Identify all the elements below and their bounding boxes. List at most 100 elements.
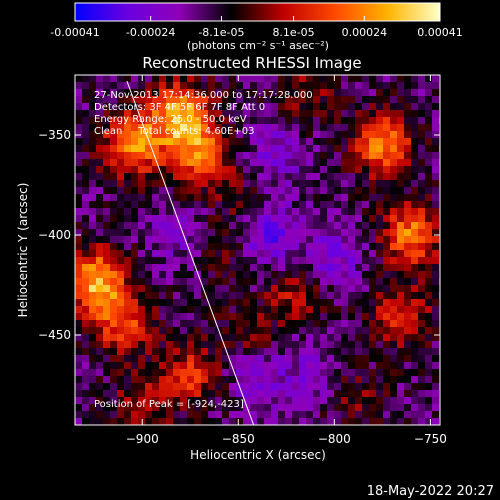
heatmap-cell [404, 103, 411, 110]
heatmap-cell [292, 418, 299, 425]
heatmap-cell [159, 131, 166, 138]
heatmap-cell [201, 82, 208, 89]
heatmap-cell [264, 348, 271, 355]
heatmap-cell [327, 229, 334, 236]
heatmap-cell [222, 110, 229, 117]
heatmap-cell [96, 243, 103, 250]
heatmap-cell [229, 362, 236, 369]
heatmap-cell [208, 411, 215, 418]
heatmap-cell [208, 103, 215, 110]
heatmap-cell [117, 187, 124, 194]
heatmap-cell [425, 103, 432, 110]
heatmap-cell [313, 159, 320, 166]
heatmap-cell [250, 152, 257, 159]
heatmap-cell [320, 341, 327, 348]
heatmap-cell [194, 243, 201, 250]
heatmap-cell [243, 75, 250, 82]
heatmap-cell [145, 110, 152, 117]
heatmap-cell [397, 173, 404, 180]
heatmap-cell [432, 96, 439, 103]
heatmap-cell [166, 278, 173, 285]
heatmap-cell [194, 376, 201, 383]
heatmap-cell [201, 229, 208, 236]
heatmap-cell [390, 152, 397, 159]
heatmap-cell [138, 327, 145, 334]
heatmap-cell [306, 166, 313, 173]
heatmap-cell [425, 341, 432, 348]
heatmap-cell [383, 320, 390, 327]
heatmap-cell [299, 145, 306, 152]
heatmap-cell [334, 152, 341, 159]
heatmap-cell [355, 299, 362, 306]
x-tick-label: −750 [414, 432, 447, 446]
heatmap-cell [271, 236, 278, 243]
heatmap-cell [390, 236, 397, 243]
heatmap-cell [362, 103, 369, 110]
heatmap-cell [166, 306, 173, 313]
heatmap-cell [313, 404, 320, 411]
heatmap-cell [145, 117, 152, 124]
heatmap-cell [152, 355, 159, 362]
heatmap-cell [411, 341, 418, 348]
heatmap-cell [180, 208, 187, 215]
heatmap-cell [432, 180, 439, 187]
heatmap-cell [362, 250, 369, 257]
heatmap-cell [348, 152, 355, 159]
heatmap-cell [285, 397, 292, 404]
heatmap-cell [320, 264, 327, 271]
heatmap-cell [243, 306, 250, 313]
heatmap-cell [124, 390, 131, 397]
heatmap-cell [306, 418, 313, 425]
heatmap-cell [278, 208, 285, 215]
heatmap-cell [355, 75, 362, 82]
heatmap-cell [222, 306, 229, 313]
heatmap-cell [89, 341, 96, 348]
heatmap-cell [362, 138, 369, 145]
heatmap-cell [418, 215, 425, 222]
heatmap-cell [194, 334, 201, 341]
heatmap-cell [222, 229, 229, 236]
heatmap-cell [369, 124, 376, 131]
heatmap-cell [390, 257, 397, 264]
heatmap-cell [250, 187, 257, 194]
heatmap-cell [166, 376, 173, 383]
heatmap-cell [138, 404, 145, 411]
heatmap-cell [138, 285, 145, 292]
heatmap-cell [320, 166, 327, 173]
heatmap-cell [145, 138, 152, 145]
heatmap-cell [229, 194, 236, 201]
heatmap-cell [180, 411, 187, 418]
heatmap-cell [334, 390, 341, 397]
heatmap-cell [173, 355, 180, 362]
heatmap-cell [187, 180, 194, 187]
heatmap-cell [173, 397, 180, 404]
heatmap-cell [124, 327, 131, 334]
heatmap-cell [117, 264, 124, 271]
heatmap-cell [103, 306, 110, 313]
heatmap-cell [306, 103, 313, 110]
heatmap-cell [418, 159, 425, 166]
heatmap-cell [145, 89, 152, 96]
heatmap-cell [131, 103, 138, 110]
heatmap-cell [404, 222, 411, 229]
heatmap-cell [348, 250, 355, 257]
heatmap-cell [208, 124, 215, 131]
heatmap-cell [201, 166, 208, 173]
heatmap-cell [82, 320, 89, 327]
heatmap-cell [390, 201, 397, 208]
heatmap-cell [208, 89, 215, 96]
heatmap-cell [306, 187, 313, 194]
heatmap-cell [75, 355, 82, 362]
heatmap-cell [250, 299, 257, 306]
heatmap-cell [194, 355, 201, 362]
heatmap-cell [306, 327, 313, 334]
heatmap-cell [229, 341, 236, 348]
heatmap-cell [348, 180, 355, 187]
heatmap-cell [131, 306, 138, 313]
heatmap-cell [390, 166, 397, 173]
heatmap-cell [348, 222, 355, 229]
heatmap-cell [138, 299, 145, 306]
heatmap-cell [229, 173, 236, 180]
heatmap-cell [264, 229, 271, 236]
heatmap-cell [271, 404, 278, 411]
